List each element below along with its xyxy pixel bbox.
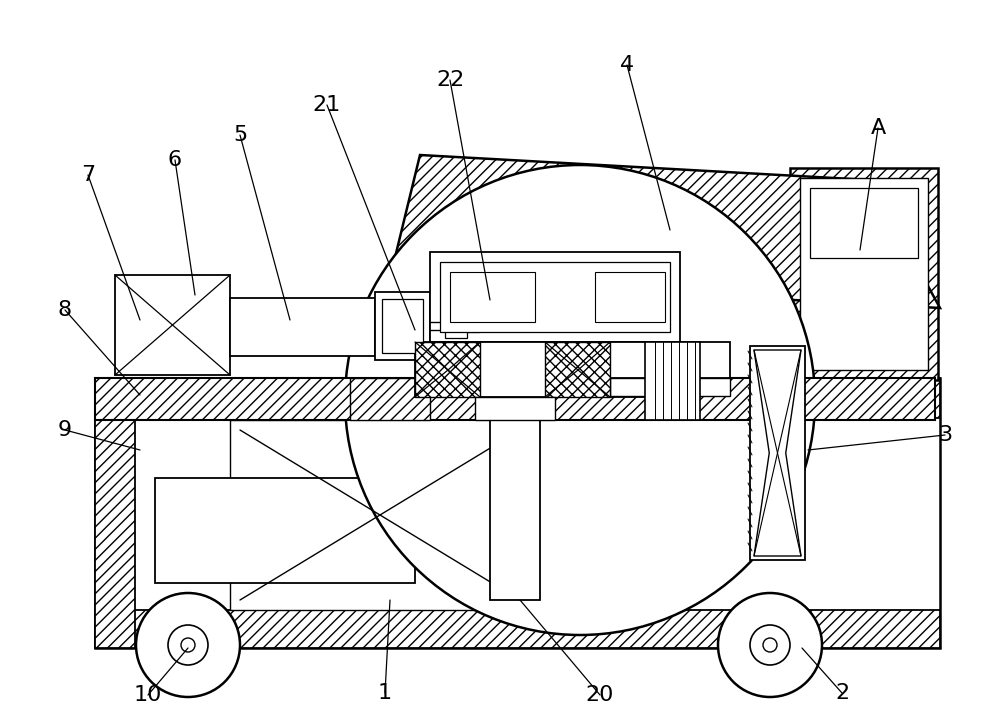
Polygon shape <box>754 350 801 556</box>
Text: 6: 6 <box>168 150 182 170</box>
Bar <box>645 342 700 420</box>
Polygon shape <box>415 342 480 397</box>
Circle shape <box>718 593 822 697</box>
Bar <box>95 378 940 418</box>
Bar <box>350 378 430 420</box>
Text: 10: 10 <box>134 685 162 705</box>
Bar <box>95 610 940 648</box>
Bar <box>445 314 467 338</box>
Text: 7: 7 <box>81 165 95 185</box>
Bar <box>230 420 530 610</box>
Bar <box>155 478 415 583</box>
Bar <box>382 299 423 353</box>
Bar <box>595 272 665 322</box>
Bar <box>375 292 430 360</box>
Text: 8: 8 <box>58 300 72 320</box>
Bar <box>610 342 730 378</box>
Text: 9: 9 <box>58 420 72 440</box>
Bar <box>440 262 670 332</box>
Polygon shape <box>390 155 940 308</box>
Bar <box>230 298 375 356</box>
Text: 21: 21 <box>313 95 341 115</box>
Bar <box>750 346 805 560</box>
Text: 1: 1 <box>378 683 392 703</box>
Text: 20: 20 <box>586 685 614 705</box>
Text: 3: 3 <box>938 425 952 445</box>
Bar <box>610 378 730 396</box>
Text: 22: 22 <box>436 70 464 90</box>
Bar <box>450 272 535 322</box>
Circle shape <box>136 593 240 697</box>
Bar <box>810 188 918 258</box>
Bar <box>467 320 479 332</box>
Bar <box>790 168 938 380</box>
Bar <box>490 420 540 600</box>
Bar <box>115 275 230 375</box>
Bar <box>95 378 940 648</box>
Text: A: A <box>870 118 886 138</box>
Text: 4: 4 <box>620 55 634 75</box>
Bar <box>95 378 135 648</box>
Circle shape <box>345 165 815 635</box>
Bar <box>475 397 555 420</box>
Text: 5: 5 <box>233 125 247 145</box>
Bar <box>415 342 680 397</box>
Circle shape <box>168 625 208 665</box>
Circle shape <box>763 638 777 652</box>
Bar <box>95 378 935 420</box>
Polygon shape <box>545 342 610 397</box>
Bar <box>800 178 928 370</box>
Text: 2: 2 <box>835 683 849 703</box>
Bar <box>430 252 680 342</box>
Circle shape <box>750 625 790 665</box>
Circle shape <box>181 638 195 652</box>
